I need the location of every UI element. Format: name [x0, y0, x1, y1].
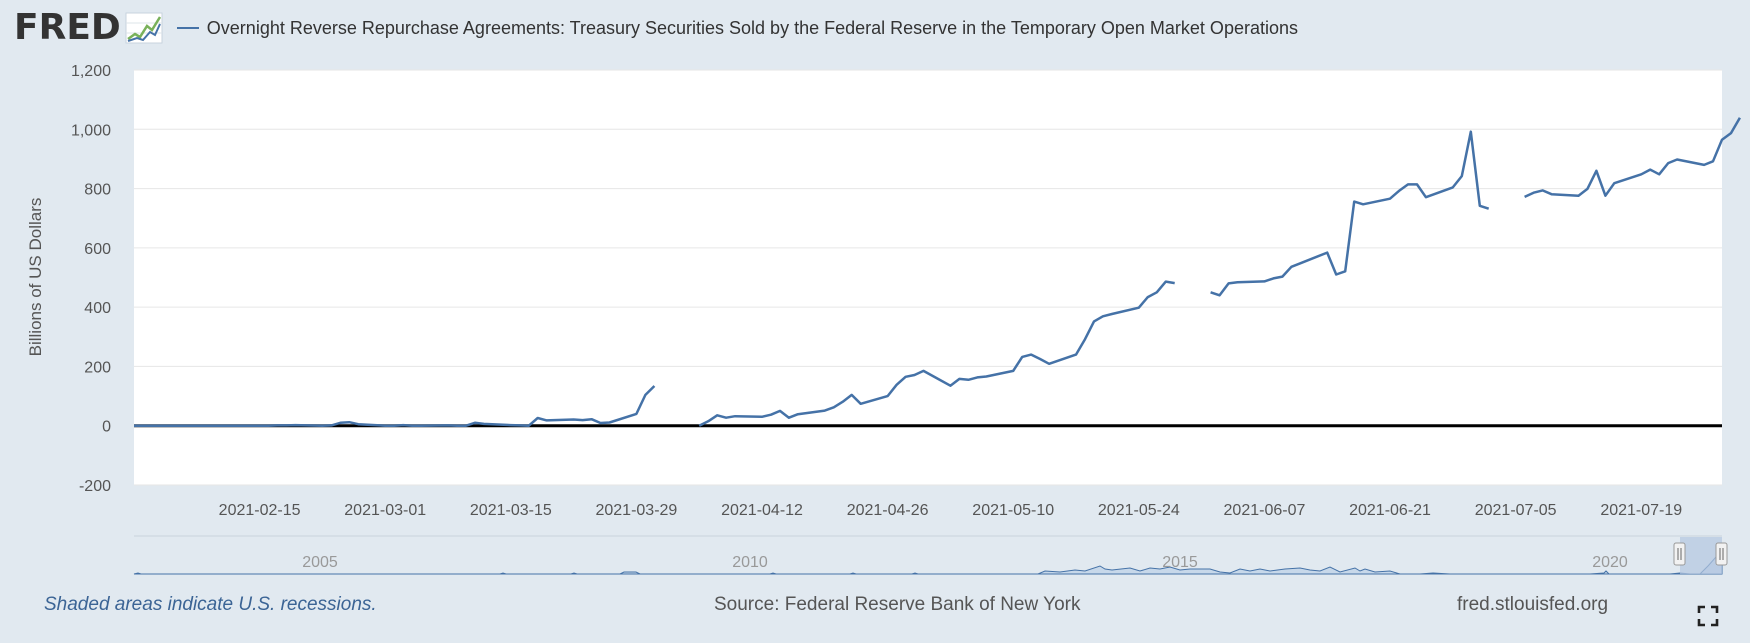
x-tick-label: 2021-03-29 [595, 502, 677, 519]
x-tick-label: 2021-04-26 [847, 502, 929, 519]
series-line [1524, 117, 1741, 199]
navigator-handle-right[interactable] [1715, 542, 1728, 566]
x-tick-label: 2021-04-12 [721, 502, 803, 519]
source-text: Source: Federal Reserve Bank of New York [714, 594, 1081, 615]
y-tick-label: 0 [102, 419, 111, 436]
navigator-tick-label: 2020 [1592, 554, 1628, 571]
chart-legend: Overnight Reverse Repurchase Agreements:… [176, 17, 1298, 39]
fred-logo[interactable]: FRED [14, 8, 163, 48]
x-axis-ticks: 2021-02-15 2021-03-01 2021-03-15 2021-03-29… [219, 502, 1683, 519]
plot-area [134, 70, 1722, 485]
chart-header: FRED Overnight Reverse Repurchase Agreem… [14, 8, 1298, 48]
legend-swatch [176, 27, 199, 29]
y-tick-label: -200 [79, 478, 111, 495]
series-line [1210, 130, 1490, 297]
y-tick-label: 600 [84, 241, 111, 258]
x-tick-label: 2021-02-15 [219, 502, 301, 519]
grid-lines [134, 69, 1722, 486]
series-line [698, 280, 1175, 427]
x-tick-label: 2021-06-21 [1349, 502, 1431, 519]
fullscreen-icon[interactable] [1697, 605, 1719, 627]
navigator-tick-label: 2010 [732, 554, 768, 571]
navigator-tick-label: 2005 [302, 554, 338, 571]
y-tick-label: 800 [84, 182, 111, 199]
series-line [134, 385, 656, 427]
x-tick-label: 2021-07-19 [1600, 502, 1682, 519]
y-tick-label: 400 [84, 300, 111, 317]
logo-text: FRED [14, 7, 121, 48]
recession-note: Shaded areas indicate U.S. recessions. [44, 594, 377, 615]
y-axis-label: Billions of US Dollars [26, 198, 45, 357]
x-tick-label: 2021-03-15 [470, 502, 552, 519]
legend-label: Overnight Reverse Repurchase Agreements:… [206, 17, 1298, 38]
fred-link[interactable]: fred.stlouisfed.org [1457, 594, 1609, 615]
x-tick-label: 2021-03-01 [344, 502, 426, 519]
date-range-navigator[interactable]: 2005 2010 2015 2020 [133, 535, 1728, 575]
y-tick-label: 1,000 [71, 122, 111, 139]
navigator-tick-label: 2015 [1162, 554, 1198, 571]
x-tick-label: 2021-05-24 [1098, 502, 1180, 519]
y-tick-label: 1,200 [71, 63, 111, 80]
navigator-handle-left[interactable] [1673, 542, 1686, 566]
x-tick-label: 2021-05-10 [972, 502, 1054, 519]
data-series [134, 117, 1741, 427]
y-axis-ticks: -200 0 200 400 600 800 1,000 1,200 [71, 63, 111, 495]
y-tick-label: 200 [84, 359, 111, 376]
x-tick-label: 2021-06-07 [1224, 502, 1306, 519]
navigator-selection[interactable] [1680, 537, 1722, 574]
x-tick-label: 2021-07-05 [1475, 502, 1557, 519]
chart-footer: Shaded areas indicate U.S. recessions. S… [0, 592, 1750, 622]
navigator-series [133, 546, 1723, 575]
fred-graph-icon [125, 12, 163, 44]
